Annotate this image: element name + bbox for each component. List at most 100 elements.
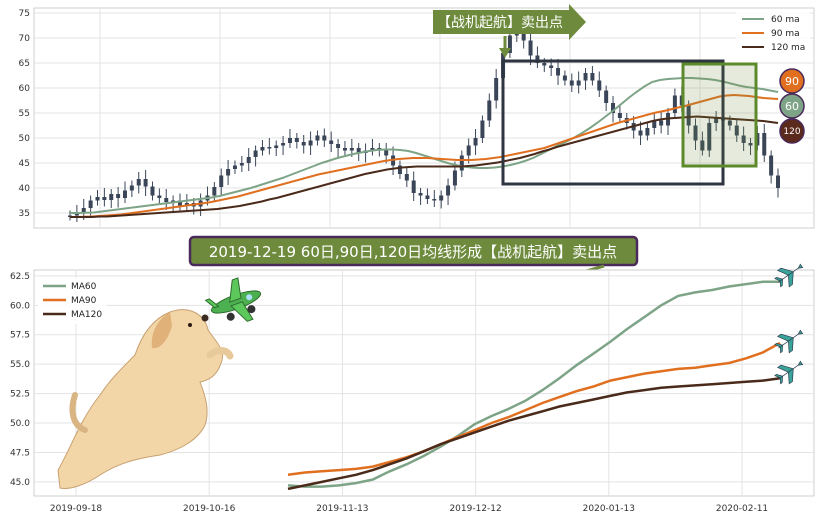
candle-body	[232, 165, 237, 169]
candle-body	[315, 135, 320, 141]
top-ma120-line	[70, 115, 779, 218]
y-tick-label: 35	[19, 209, 30, 219]
candle-body	[102, 197, 107, 200]
candle-body	[439, 195, 444, 201]
y-tick-label: 40	[19, 184, 31, 194]
dark-highlight-box	[501, 59, 725, 186]
candle-body	[714, 118, 719, 123]
top-ma90-line	[70, 93, 779, 218]
candle-body	[452, 170, 457, 186]
badge-90-label: 90	[785, 75, 799, 88]
x-tick-label: 2019-11-13	[316, 504, 368, 514]
bottom-ma60-line	[287, 280, 780, 488]
candle-body	[122, 190, 127, 198]
banner-text: 2019-12-19 60日,90日,120日均线形成【战机起航】卖出点	[209, 243, 617, 261]
y-tick-label: 65	[19, 59, 30, 69]
y-tick-label: 60	[19, 84, 31, 94]
candle-body	[411, 180, 416, 193]
candle-body	[542, 63, 547, 66]
bottom-ma120-line	[287, 377, 781, 491]
candle-body	[143, 179, 148, 187]
bottom-x-ticks: 2019-09-18 2019-10-16 2019-11-13 2019-12-12…	[50, 504, 768, 514]
candle-body	[776, 175, 780, 188]
candle-body	[480, 120, 485, 138]
candle-body	[611, 103, 616, 113]
candle-body	[466, 145, 471, 156]
jet-icon	[774, 329, 804, 354]
legend-label-60: 60 ma	[771, 15, 800, 25]
candle-body	[342, 148, 347, 151]
candle-body	[597, 80, 602, 91]
candle-body	[116, 194, 121, 198]
jet-icon	[774, 360, 804, 385]
candle-body	[528, 40, 533, 56]
y-tick-label: 75	[19, 9, 30, 19]
candle-body	[700, 140, 705, 151]
candle-body	[569, 80, 574, 86]
candle-body	[769, 155, 774, 176]
candle-body	[219, 175, 224, 187]
candle-body	[693, 125, 698, 141]
candle-body	[287, 138, 292, 143]
banner: 2019-12-19 60日,90日,120日均线形成【战机起航】卖出点	[188, 235, 639, 286]
candle-body	[418, 193, 423, 196]
candle-body	[177, 200, 182, 206]
y-tick-label: 57.5	[10, 331, 30, 341]
callout-label: 【战机起航】卖出点	[437, 15, 563, 31]
top-price-panel: 35 40 45 50 55 60 65 70 75 【战机起航】卖出点 60 ma 90 ma…	[19, 4, 815, 229]
legend-label-120: 120 ma	[771, 43, 805, 53]
y-tick-label: 45	[19, 159, 30, 169]
legend-label-ma60: MA60	[71, 282, 97, 292]
x-tick-label: 2019-12-12	[449, 504, 501, 514]
candle-body	[652, 120, 657, 128]
candle-body	[748, 143, 753, 146]
candle-body	[576, 80, 581, 86]
dog-icon	[57, 309, 234, 489]
jet-icon	[774, 263, 804, 288]
callout-arrow-shape	[433, 4, 586, 40]
legend-label-ma120: MA120	[71, 310, 102, 320]
candle-body	[397, 165, 402, 174]
dog-plane-illustration	[57, 277, 262, 489]
candle-body	[239, 163, 244, 166]
y-tick-label: 62.5	[10, 272, 30, 282]
bottom-ma-lines	[287, 280, 781, 491]
candle-body	[246, 157, 251, 163]
candle-body	[329, 140, 334, 144]
candle-body	[384, 150, 389, 156]
candle-body	[473, 138, 478, 146]
y-tick-label: 52.5	[10, 390, 30, 400]
candle-body	[164, 198, 169, 202]
candle-body	[356, 148, 361, 153]
candle-body	[88, 200, 93, 208]
candle-body	[556, 68, 561, 76]
candle-body	[521, 28, 526, 41]
candle-body	[370, 148, 375, 151]
candle-body	[267, 147, 272, 149]
candle-body	[136, 179, 141, 186]
candle-body	[446, 185, 451, 196]
candle-body	[562, 75, 567, 81]
x-tick-label: 2020-02-11	[716, 504, 768, 514]
top-ma60-line	[70, 77, 779, 214]
candle-body	[741, 135, 746, 143]
top-y-ticks: 35 40 45 50 55 60 65 70 75	[19, 9, 31, 219]
bottom-y-ticks: 45.0 47.5 50.0 52.5 55.0 57.5 60.0 62.5	[10, 272, 30, 488]
candle-body	[686, 105, 691, 126]
candle-body	[294, 138, 299, 142]
x-tick-label: 2020-01-13	[583, 504, 635, 514]
candle-body	[150, 186, 155, 196]
y-tick-label: 70	[19, 34, 31, 44]
banner-box	[188, 235, 639, 267]
candle-body	[81, 208, 86, 212]
candle-body	[322, 135, 327, 141]
candle-body	[535, 55, 540, 63]
candle-body	[281, 143, 286, 146]
candle-body	[253, 150, 258, 157]
candle-body	[226, 169, 231, 176]
x-tick-label: 2019-10-16	[183, 504, 236, 514]
callout-down-arrow-head	[499, 48, 511, 58]
candle-body	[95, 197, 100, 201]
candle-body	[645, 128, 650, 136]
bottom-ma-panel: 45.0 47.5 50.0 52.5 55.0 57.5 60.0 62.5 2019-09…	[10, 263, 815, 514]
